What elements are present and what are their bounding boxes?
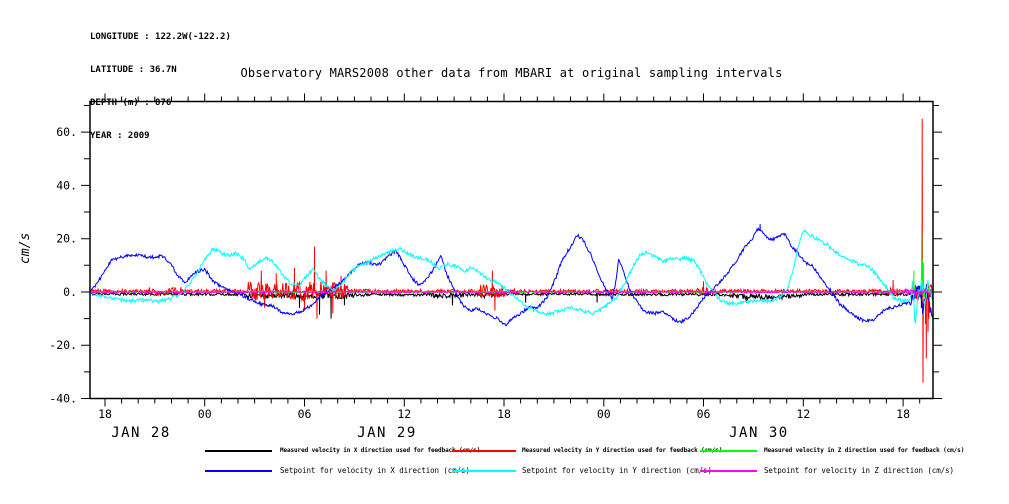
svg-text:06: 06 xyxy=(697,407,711,421)
svg-text:00: 00 xyxy=(198,407,212,421)
info-longitude: LONGITUDE : 122.2W(-122.2) xyxy=(90,32,231,42)
y-axis-labels: -40. -20. 0. 20. 40. 60. xyxy=(49,125,77,405)
svg-text:12: 12 xyxy=(397,407,411,421)
axis-ticks xyxy=(81,93,942,407)
svg-text:60.: 60. xyxy=(56,125,77,139)
series-3-line xyxy=(90,223,933,327)
svg-text:18: 18 xyxy=(497,407,511,421)
svg-text:00: 00 xyxy=(597,407,611,421)
info-latitude: LATITUDE : 36.7N xyxy=(90,65,177,75)
svg-text:18: 18 xyxy=(98,407,112,421)
series-group xyxy=(90,118,933,383)
svg-text:JAN 28: JAN 28 xyxy=(111,425,171,441)
station-info-block: LONGITUDE : 122.2W(-122.2) LATITUDE : 36… xyxy=(90,10,231,164)
info-year: YEAR : 2009 xyxy=(90,131,150,141)
series-4-line xyxy=(90,228,933,324)
plot-frame xyxy=(89,100,934,400)
svg-text:12: 12 xyxy=(796,407,810,421)
info-depth: DEPTH (m) : 876 xyxy=(90,98,172,108)
svg-text:20.: 20. xyxy=(56,232,77,246)
svg-text:-20.: -20. xyxy=(49,338,77,352)
chart-title: Observatory MARS2008 other data from MBA… xyxy=(240,66,783,80)
svg-text:JAN 29: JAN 29 xyxy=(357,425,417,441)
svg-text:0.: 0. xyxy=(63,285,77,299)
svg-text:06: 06 xyxy=(298,407,312,421)
svg-text:-40.: -40. xyxy=(49,392,77,406)
svg-text:18: 18 xyxy=(896,407,910,421)
x-axis-labels: 18 00 06 12 18 00 06 12 18 JAN 28 JAN 29 JAN 30 xyxy=(98,407,910,441)
svg-text:JAN 30: JAN 30 xyxy=(729,425,789,441)
series-5-line xyxy=(90,287,933,297)
svg-text:40.: 40. xyxy=(56,178,77,192)
